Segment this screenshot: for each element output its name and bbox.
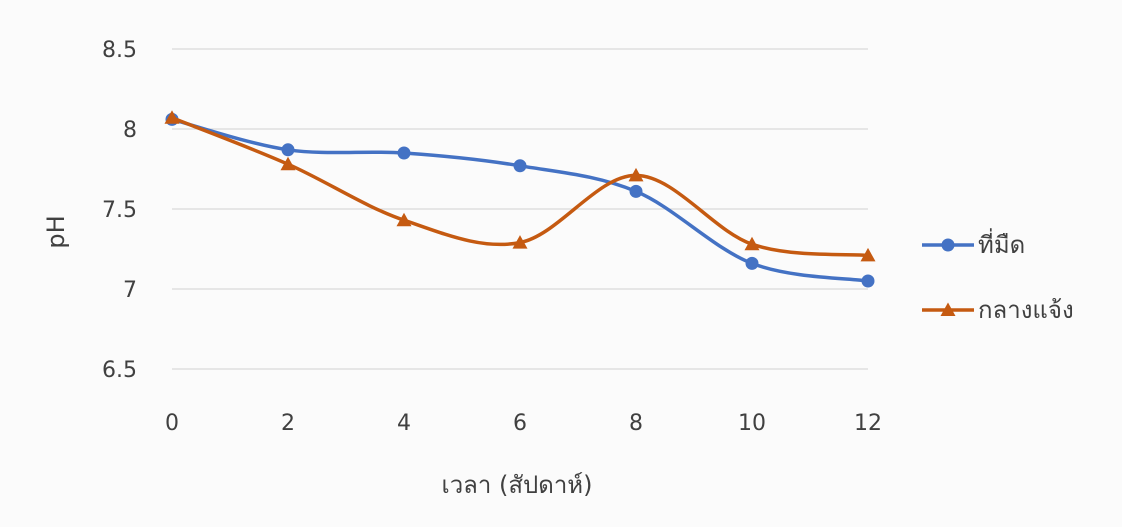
x-tick-label: 6 [513, 411, 527, 436]
series-group [164, 110, 876, 288]
x-axis-title: เวลา (สัปดาห์) [442, 471, 593, 499]
data-point [280, 156, 296, 171]
y-axis-title: pH [42, 215, 70, 248]
x-tick-label: 10 [738, 411, 766, 436]
series-2 [164, 110, 876, 262]
x-tick-label: 0 [165, 411, 179, 436]
y-tick-label: 8 [123, 118, 137, 143]
y-axis-ticks: 6.5 7 7.5 8 8.5 [102, 38, 137, 383]
data-point [397, 146, 411, 160]
x-axis-ticks: 0 2 4 6 8 10 12 [165, 411, 882, 436]
series-line [170, 117, 870, 283]
legend-item: กลางแจ้ง [922, 296, 1074, 324]
data-point [396, 212, 412, 227]
data-point [164, 110, 180, 124]
y-tick-label: 7 [123, 278, 137, 303]
y-tick-label: 8.5 [102, 38, 137, 63]
x-tick-label: 12 [854, 411, 882, 436]
data-point [628, 167, 644, 182]
x-tick-label: 4 [397, 411, 411, 436]
legend-label: ที่มืด [978, 228, 1025, 259]
data-point [745, 256, 759, 270]
data-point [860, 247, 876, 262]
legend-marker [940, 302, 956, 316]
x-tick-label: 8 [629, 411, 643, 436]
data-point [629, 184, 643, 198]
data-point [513, 159, 527, 173]
data-point [512, 235, 528, 249]
x-tick-label: 2 [281, 411, 295, 436]
data-point [861, 274, 875, 288]
gridlines [172, 48, 868, 370]
legend-marker [941, 238, 955, 252]
legend-label: กลางแจ้ง [978, 296, 1074, 324]
y-tick-label: 6.5 [102, 358, 137, 383]
series-1 [165, 112, 875, 288]
data-point [744, 236, 760, 251]
legend-item: ที่มืด [922, 228, 1025, 259]
series-line [170, 116, 870, 258]
y-tick-label: 7.5 [102, 198, 137, 223]
data-point [281, 143, 295, 157]
